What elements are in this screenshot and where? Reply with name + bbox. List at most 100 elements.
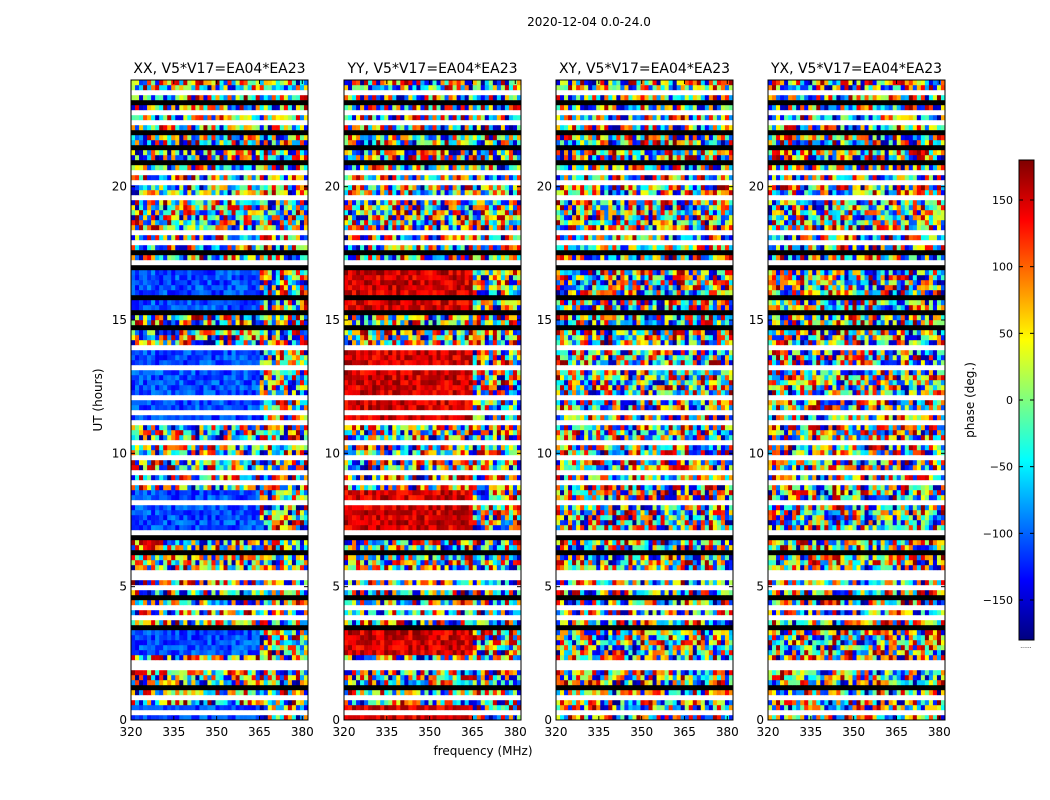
heatmap-cell	[444, 545, 449, 551]
heatmap-cell	[131, 610, 136, 616]
heatmap-cell	[267, 425, 273, 431]
heatmap-cell	[223, 600, 228, 606]
heatmap-cell	[267, 515, 273, 521]
heatmap-cell	[492, 555, 498, 561]
heatmap-cell	[508, 590, 514, 596]
heatmap-cell	[404, 670, 409, 676]
heatmap-cell	[452, 580, 457, 586]
heatmap-cell	[243, 600, 248, 606]
heatmap-cell	[223, 450, 228, 456]
heatmap-cell	[275, 705, 281, 711]
heatmap-cell	[263, 155, 269, 161]
heatmap-cell	[512, 520, 518, 526]
heatmap-cell	[199, 630, 204, 636]
heatmap-cell	[299, 385, 305, 391]
heatmap-cell	[167, 140, 172, 146]
heatmap-cell	[223, 680, 228, 686]
heatmap-cell	[203, 495, 208, 501]
heatmap-cell	[231, 630, 236, 636]
heatmap-cell	[360, 590, 365, 596]
heatmap-cell	[227, 290, 232, 296]
heatmap-cell	[175, 680, 180, 686]
heatmap-cell	[303, 185, 309, 191]
flagged-row	[131, 240, 308, 246]
heatmap-cell	[151, 590, 156, 596]
heatmap-cell	[420, 630, 425, 636]
heatmap-cell	[183, 675, 188, 681]
heatmap-cell	[143, 155, 148, 161]
heatmap-cell	[295, 565, 301, 571]
heatmap-cell	[239, 630, 244, 636]
heatmap-cell	[271, 235, 277, 241]
heatmap-cell	[279, 715, 285, 721]
heatmap-cell	[271, 255, 277, 261]
heatmap-cell	[195, 640, 200, 646]
heatmap-cell	[468, 560, 474, 566]
flagged-row	[344, 625, 521, 631]
heatmap-cell	[171, 655, 176, 661]
heatmap-cell	[259, 450, 265, 456]
heatmap-cell	[352, 705, 357, 711]
flagged-row	[131, 480, 308, 486]
heatmap-cell	[219, 640, 224, 646]
heatmap-cell	[480, 565, 486, 571]
heatmap-cell	[187, 360, 192, 366]
heatmap-cell	[151, 635, 156, 641]
heatmap-cell	[372, 715, 377, 721]
heatmap-cell	[147, 215, 152, 221]
heatmap-cell	[279, 305, 285, 311]
heatmap-cell	[147, 115, 152, 121]
heatmap-cell	[356, 675, 361, 681]
heatmap-cell	[227, 370, 232, 376]
heatmap-cell	[175, 515, 180, 521]
heatmap-cell	[255, 495, 261, 501]
heatmap-cell	[231, 580, 236, 586]
heatmap-cell	[191, 350, 196, 356]
heatmap-cell	[488, 670, 494, 676]
heatmap-cell	[476, 600, 482, 606]
heatmap-cell	[175, 700, 180, 706]
heatmap-cell	[283, 360, 289, 366]
heatmap-cell	[259, 360, 265, 366]
heatmap-cell	[508, 560, 514, 566]
heatmap-cell	[147, 425, 152, 431]
heatmap-cell	[191, 715, 196, 721]
heatmap-cell	[195, 215, 200, 221]
heatmap-cell	[295, 290, 301, 296]
heatmap-cell	[135, 690, 140, 696]
heatmap-cell	[283, 190, 289, 196]
heatmap-cell	[203, 200, 208, 206]
heatmap-cell	[211, 680, 216, 686]
heatmap-cell	[291, 565, 297, 571]
heatmap-cell	[496, 705, 502, 711]
heatmap-cell	[187, 580, 192, 586]
heatmap-cell	[131, 690, 136, 696]
heatmap-cell	[239, 210, 244, 216]
heatmap-cell	[159, 335, 164, 341]
heatmap-cell	[243, 655, 248, 661]
flagged-row	[131, 595, 308, 601]
heatmap-cell	[187, 140, 192, 146]
heatmap-cell	[291, 305, 297, 311]
heatmap-cell	[179, 205, 184, 211]
heatmap-cell	[279, 560, 285, 566]
heatmap-cell	[215, 690, 220, 696]
heatmap-cell	[143, 360, 148, 366]
heatmap-cell	[187, 190, 192, 196]
heatmap-cell	[187, 715, 192, 721]
heatmap-cell	[219, 495, 224, 501]
heatmap-cell	[279, 445, 285, 451]
heatmap-cell	[303, 485, 309, 491]
heatmap-cell	[476, 715, 482, 721]
heatmap-cell	[235, 220, 240, 226]
heatmap-cell	[255, 290, 261, 296]
heatmap-cell	[143, 385, 148, 391]
heatmap-cell	[388, 545, 393, 551]
heatmap-cell	[271, 125, 277, 131]
heatmap-cell	[267, 520, 273, 526]
heatmap-cell	[275, 105, 281, 111]
heatmap-cell	[211, 135, 216, 141]
heatmap-cell	[159, 560, 164, 566]
heatmap-cell	[376, 580, 381, 586]
heatmap-cell	[384, 520, 389, 526]
